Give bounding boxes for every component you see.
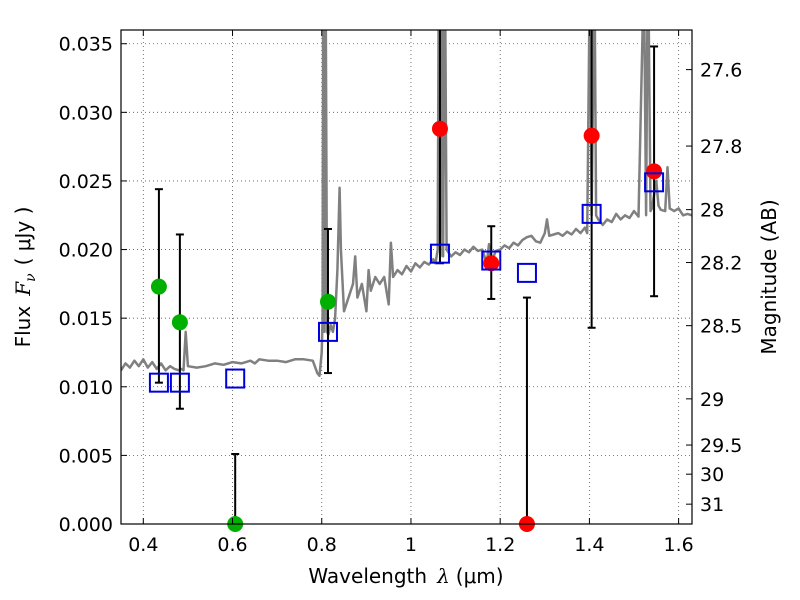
y2-tick-label: 27.6: [700, 60, 742, 82]
y2-tick-label: 27.8: [700, 136, 742, 158]
y-tick-label: 0.005: [59, 445, 113, 467]
x-axis-label: Wavelength λ (μm): [308, 564, 503, 588]
y2-tick-label: 28.5: [700, 316, 742, 338]
y-tick-label: 0.015: [59, 308, 113, 330]
y2-tick-label: 28: [700, 200, 724, 222]
model-flux-square: [148, 372, 169, 393]
observed-flux-point: [431, 120, 448, 137]
x-tick-label: 0.4: [128, 534, 158, 556]
x-tick-label: 0.8: [307, 534, 337, 556]
model-flux-square: [429, 243, 450, 264]
x-tick-label: 1.6: [664, 534, 694, 556]
y2-tick-label: 29.5: [700, 435, 742, 457]
y-tick-label: 0.000: [59, 514, 113, 536]
observed-flux-point: [150, 278, 167, 295]
observed-flux-point: [319, 293, 336, 310]
y2-tick-label: 30: [700, 464, 724, 486]
y2-axis-label: Magnitude (AB): [757, 199, 781, 354]
y-tick-label: 0.020: [59, 240, 113, 262]
x-tick-label: 1.2: [485, 534, 515, 556]
model-flux-square: [644, 172, 665, 193]
x-tick-label: 1.4: [574, 534, 604, 556]
tick-labels: 0.4 0.6 0.8 1 1.2 1.4 1.6 0.000 0.005 0.010 0.015 0…: [59, 34, 743, 556]
x-tick-label: 1: [405, 534, 417, 556]
errorbar-layer: [154, 30, 659, 525]
observed-points-layer: [150, 120, 663, 532]
observed-flux-point: [646, 163, 663, 180]
model-flux-square: [581, 203, 602, 224]
model-flux-square: [225, 368, 246, 389]
model-spectrum-line: [121, 30, 692, 378]
model-flux-square: [317, 321, 338, 342]
x-tick-label: 0.6: [217, 534, 247, 556]
grid: [121, 30, 692, 525]
observed-flux-point: [583, 127, 600, 144]
y-tick-label: 0.010: [59, 377, 113, 399]
y2-tick-label: 29: [700, 389, 724, 411]
y-tick-label: 0.030: [59, 102, 113, 124]
y2-tick-label: 31: [700, 494, 724, 516]
observed-flux-point: [483, 255, 500, 272]
plot-frame: [120, 29, 693, 525]
model-flux-square: [516, 262, 537, 283]
model-flux-square: [169, 372, 190, 393]
model-spectrum-layer: [121, 30, 692, 378]
model-points-layer: [148, 172, 665, 393]
ticks: [121, 30, 692, 525]
y-axis-label: FluxFν( μJy ): [11, 207, 39, 348]
y-tick-label: 0.025: [59, 171, 113, 193]
y2-tick-label: 28.2: [700, 253, 742, 275]
model-flux-square: [481, 250, 502, 271]
y-tick-label: 0.035: [59, 34, 113, 56]
observed-flux-point: [171, 314, 188, 331]
